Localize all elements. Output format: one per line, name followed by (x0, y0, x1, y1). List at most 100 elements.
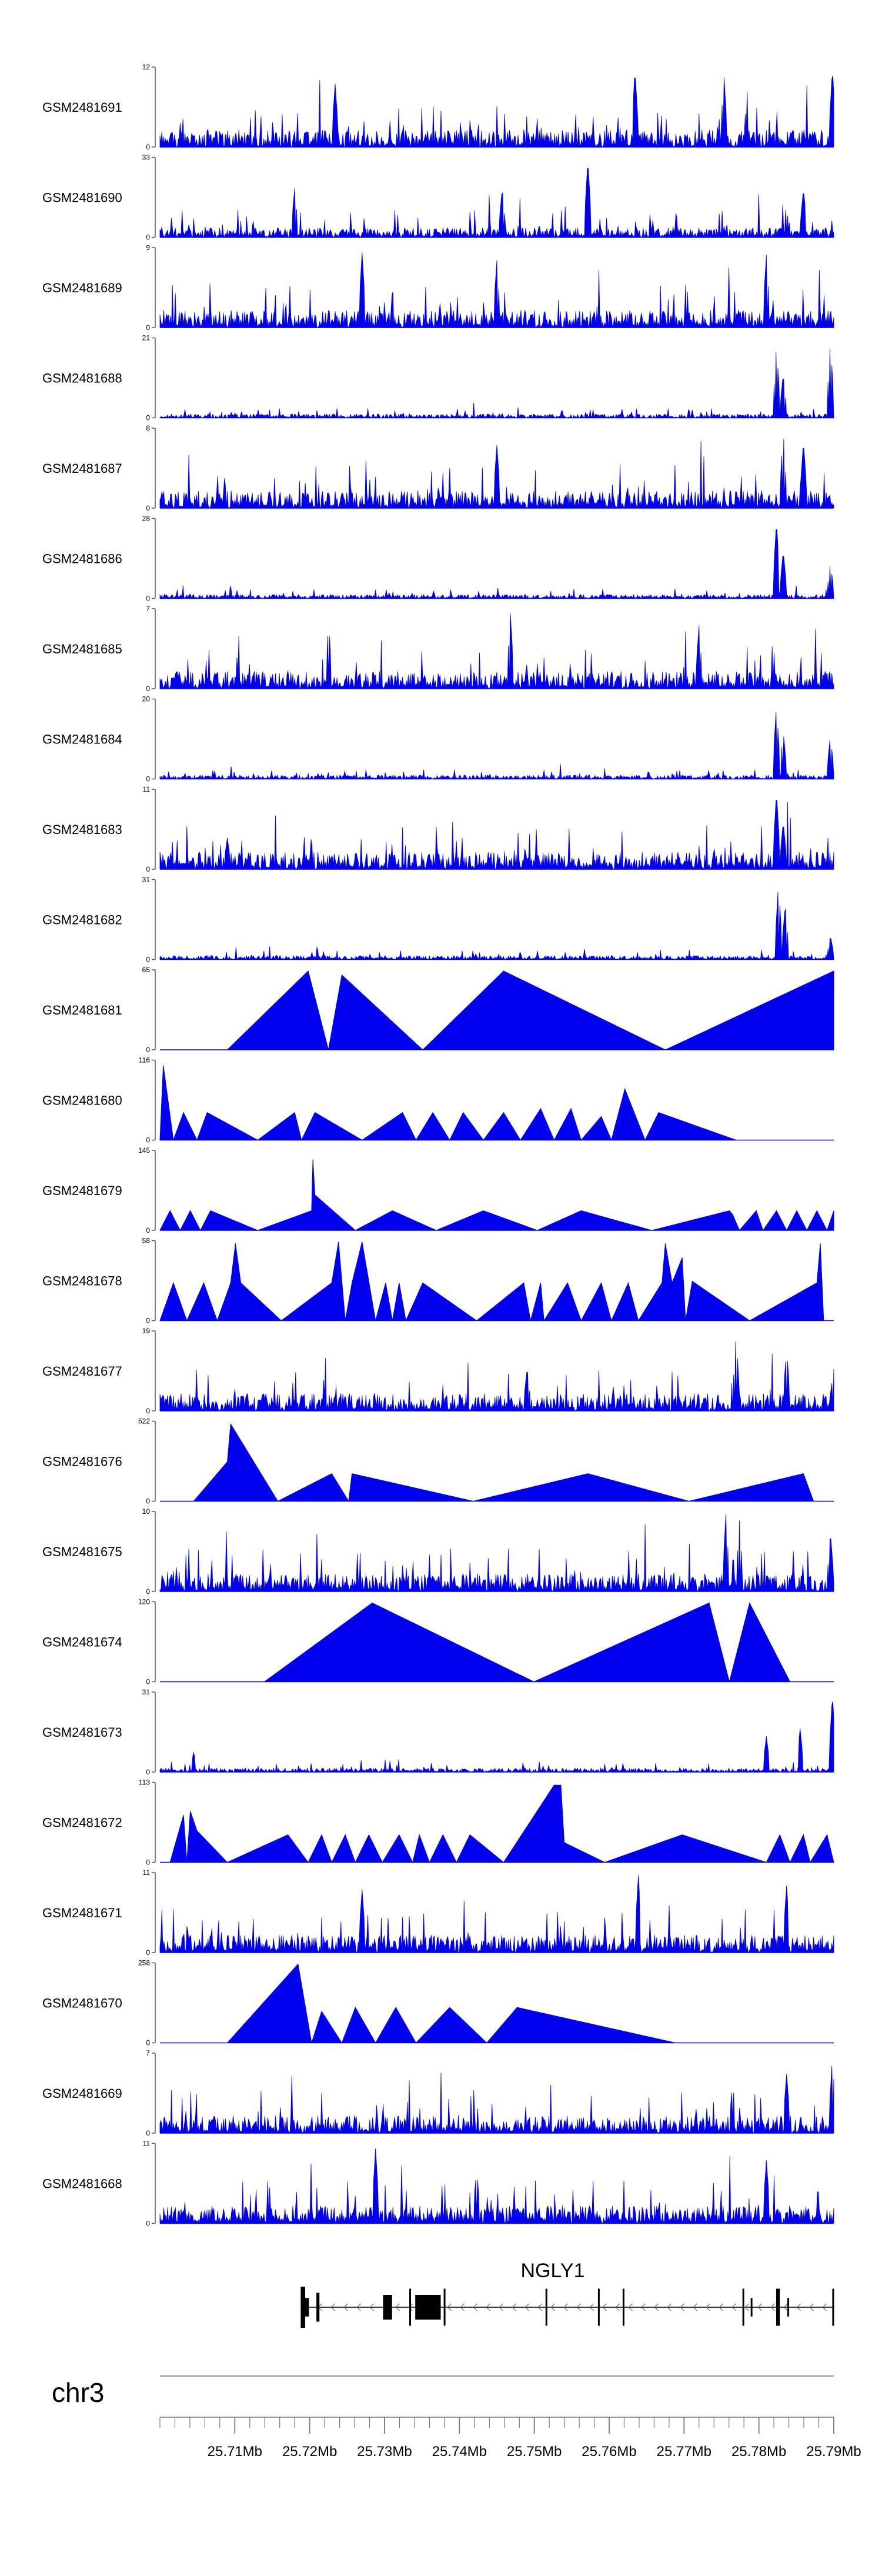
y-max-label: 58 (142, 1237, 151, 1245)
y-max-label: 31 (142, 876, 151, 884)
strand-arrow (537, 2303, 542, 2311)
track-GSM2481683: GSM2481683 11 0 (42, 785, 834, 873)
y-max-label: 258 (138, 1959, 150, 1967)
signal-area (159, 712, 834, 779)
y-max-label: 12 (142, 63, 151, 71)
y-max-label: 9 (146, 243, 150, 252)
strand-arrow (667, 2303, 671, 2311)
y-zero-label: 0 (146, 2220, 150, 2228)
strand-arrow (563, 2303, 568, 2311)
y-max-label: 120 (138, 1598, 150, 1606)
track-GSM2481674: GSM2481674 120 0 (42, 1598, 834, 1686)
strand-arrow (460, 2303, 465, 2311)
x-tick-label: 25.76Mb (582, 2444, 636, 2460)
track-label: GSM2481691 (42, 100, 122, 115)
track-label: GSM2481687 (42, 461, 122, 476)
y-zero-label: 0 (146, 1136, 150, 1144)
track-GSM2481676: GSM2481676 522 0 (42, 1417, 834, 1506)
strand-arrow (602, 2303, 607, 2311)
track-label: GSM2481686 (42, 552, 122, 566)
y-zero-label: 0 (146, 414, 150, 422)
strand-arrow (744, 2303, 749, 2311)
strand-arrow (796, 2303, 801, 2311)
signal-area (159, 1242, 824, 1322)
signal-area (159, 529, 834, 599)
data-tracks: GSM2481691120GSM2481690330GSM248168990GS… (42, 63, 834, 2228)
track-label: GSM2481689 (42, 281, 122, 295)
x-tick-label: 25.79Mb (806, 2444, 861, 2460)
y-max-label: 11 (143, 1868, 151, 1877)
strand-arrow (770, 2303, 775, 2311)
track-label: GSM2481670 (42, 1996, 122, 2011)
strand-arrow (369, 2303, 374, 2311)
y-zero-label: 0 (146, 1587, 150, 1596)
y-zero-label: 0 (146, 1858, 150, 1867)
y-max-label: 21 (142, 334, 151, 342)
track-GSM2481687: GSM2481687 8 0 (42, 424, 834, 512)
signal-area (159, 1514, 834, 1592)
track-label: GSM2481669 (42, 2086, 122, 2101)
strand-arrow (783, 2303, 788, 2311)
signal-area (159, 2148, 834, 2224)
strand-arrow (628, 2303, 633, 2311)
y-zero-label: 0 (146, 1407, 150, 1415)
chromosome-label: chr3 (52, 2377, 104, 2408)
signal-area (159, 613, 834, 689)
y-max-label: 11 (143, 785, 151, 793)
gene-exon (415, 2295, 441, 2320)
y-max-label: 116 (139, 1056, 150, 1065)
signal-area (159, 439, 834, 509)
track-GSM2481675: GSM2481675 10 0 (42, 1507, 834, 1596)
y-zero-label: 0 (146, 1317, 150, 1325)
track-GSM2481690: GSM2481690 33 0 (42, 154, 834, 242)
track-GSM2481673: GSM2481673 31 0 (42, 1688, 834, 1776)
strand-arrow (356, 2303, 361, 2311)
signal-area (159, 1342, 834, 1412)
signal-area (159, 168, 834, 238)
strand-arrow (822, 2303, 827, 2311)
y-max-label: 10 (142, 1507, 151, 1516)
strand-arrow (576, 2303, 581, 2311)
strand-arrow (550, 2303, 555, 2311)
gene-exon (545, 2288, 547, 2326)
track-label: GSM2481675 (42, 1544, 122, 1559)
strand-arrow (680, 2303, 684, 2311)
track-GSM2481684: GSM2481684 20 0 (42, 695, 834, 783)
y-zero-label: 0 (146, 1226, 150, 1234)
strand-arrow (447, 2303, 452, 2311)
strand-arrow (343, 2303, 348, 2311)
track-label: GSM2481682 (42, 913, 122, 927)
y-zero-label: 0 (146, 685, 150, 693)
strand-arrow (408, 2303, 413, 2311)
signal-area (159, 800, 834, 870)
x-tick-label: 25.78Mb (731, 2444, 786, 2460)
y-zero-label: 0 (146, 2039, 150, 2047)
x-tick-label: 25.77Mb (657, 2444, 711, 2460)
y-max-label: 20 (142, 695, 151, 703)
x-tick-label: 25.73Mb (357, 2444, 412, 2460)
track-label: GSM2481678 (42, 1274, 122, 1289)
y-max-label: 7 (146, 2049, 150, 2057)
gene-label: NGLY1 (521, 2260, 585, 2282)
y-max-label: 7 (146, 605, 150, 613)
gene-exon (409, 2288, 412, 2326)
gene-exon (750, 2298, 753, 2317)
strand-arrow (330, 2303, 335, 2311)
y-max-label: 113 (139, 1778, 150, 1787)
gene-exon (443, 2288, 446, 2326)
track-GSM2481682: GSM2481682 31 0 (42, 876, 834, 964)
track-label: GSM2481668 (42, 2177, 122, 2191)
strand-arrow (809, 2303, 814, 2311)
y-zero-label: 0 (146, 233, 150, 242)
track-GSM2481678: GSM2481678 58 0 (42, 1237, 834, 1325)
gene-exon (742, 2288, 744, 2326)
y-zero-label: 0 (146, 2129, 150, 2137)
signal-area (159, 2066, 834, 2134)
track-GSM2481669: GSM2481669 7 0 (42, 2049, 834, 2137)
track-label: GSM2481674 (42, 1635, 122, 1650)
track-GSM2481671: GSM2481671 11 0 (42, 1868, 834, 1957)
y-max-label: 31 (142, 1688, 151, 1696)
y-zero-label: 0 (146, 956, 150, 964)
y-zero-label: 0 (146, 595, 150, 603)
strand-arrow (693, 2303, 697, 2311)
